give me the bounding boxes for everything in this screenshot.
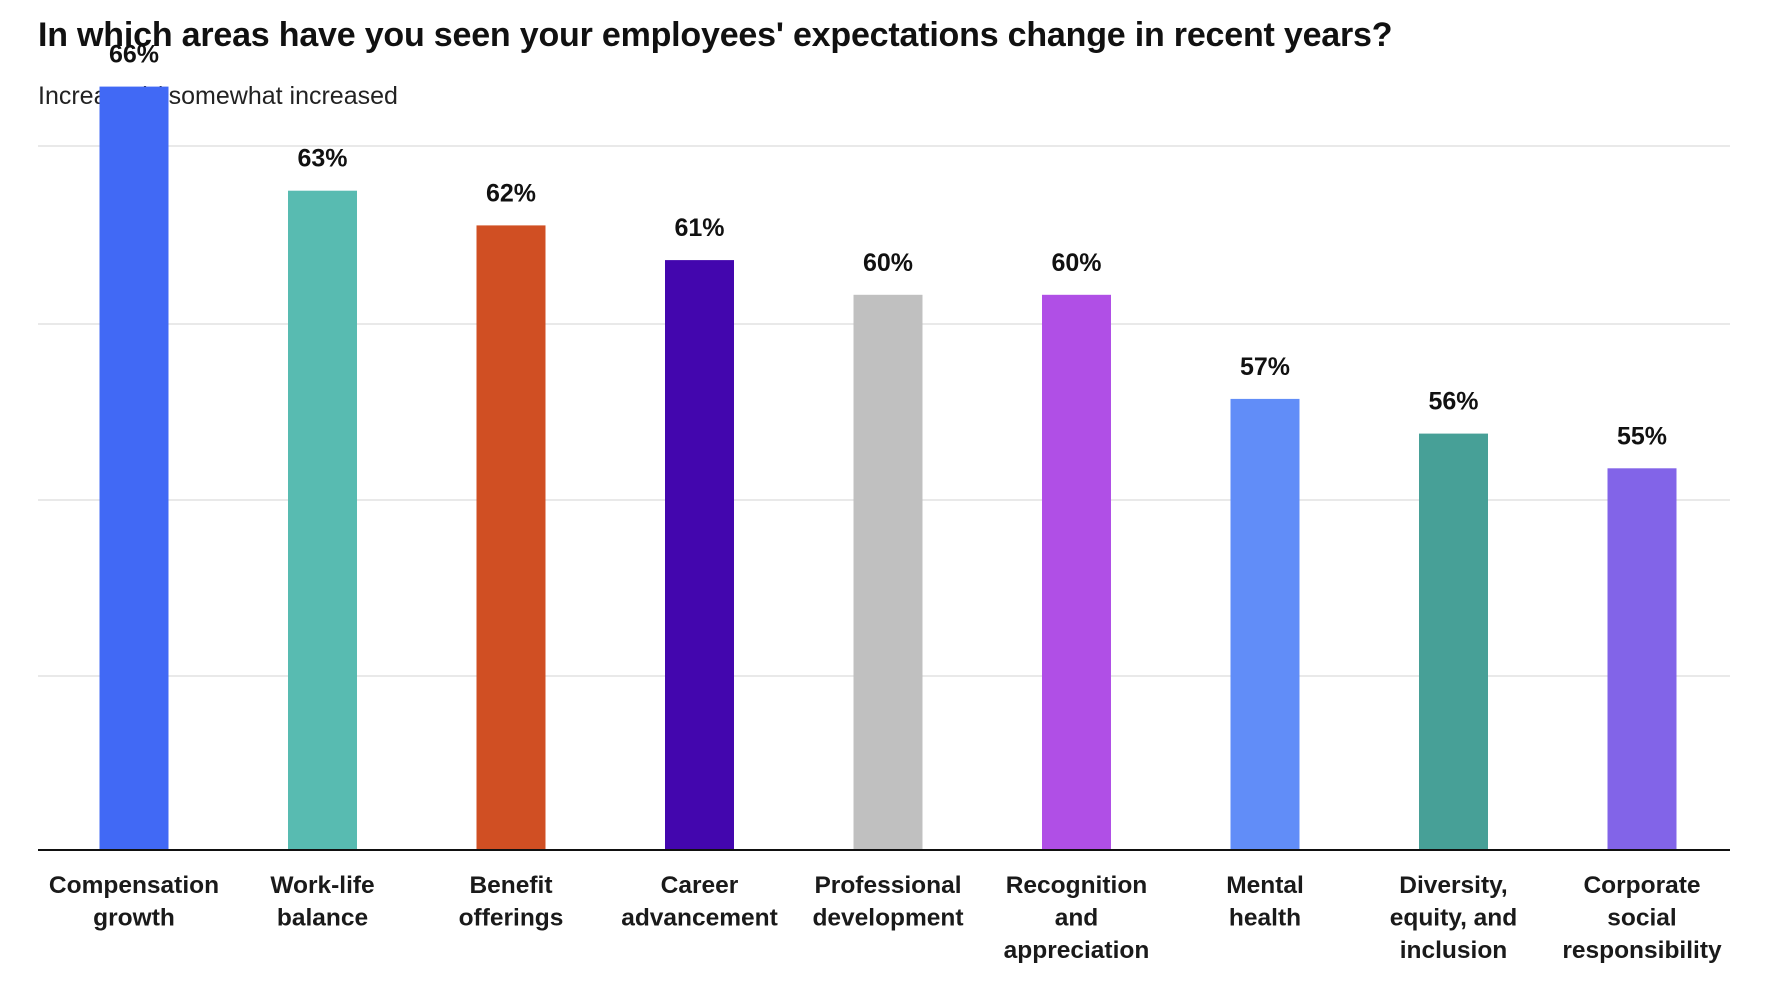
bar-1 bbox=[288, 190, 357, 850]
category-label-8-line-0: Corporate bbox=[1583, 872, 1700, 899]
bar-5 bbox=[1042, 294, 1111, 850]
bar-value-label-7: 56% bbox=[1428, 388, 1478, 416]
bar-value-label-0: 66% bbox=[109, 41, 159, 69]
bar-8 bbox=[1607, 468, 1677, 850]
bar-2 bbox=[476, 225, 546, 850]
category-label-7-line-2: inclusion bbox=[1400, 937, 1508, 964]
bar-0 bbox=[99, 86, 169, 851]
category-label-0-line-1: growth bbox=[93, 905, 175, 932]
category-label-3-line-0: Career bbox=[661, 872, 739, 899]
bar-4 bbox=[853, 294, 923, 850]
category-label-6-line-0: Mental bbox=[1226, 872, 1304, 899]
category-label-4-line-0: Professional bbox=[814, 872, 961, 899]
category-label-0-line-0: Compensation bbox=[49, 872, 219, 899]
category-label-1-line-0: Work-life bbox=[270, 872, 374, 899]
category-label-5-line-1: and bbox=[1055, 905, 1099, 932]
bar-value-label-2: 62% bbox=[486, 179, 536, 207]
category-label-5-line-0: Recognition bbox=[1006, 872, 1148, 899]
chart-subtitle: Increased / somewhat increased bbox=[38, 82, 398, 110]
bar-value-label-6: 57% bbox=[1240, 353, 1290, 381]
category-label-2-line-0: Benefit bbox=[469, 872, 552, 899]
category-label-7-line-0: Diversity, bbox=[1399, 872, 1508, 899]
bar-6 bbox=[1230, 398, 1300, 850]
category-label-7-line-1: equity, and bbox=[1390, 905, 1518, 932]
bar-3 bbox=[665, 260, 734, 851]
category-label-8-line-1: social bbox=[1607, 905, 1676, 932]
bar-7 bbox=[1419, 433, 1488, 850]
category-label-3-line-1: advancement bbox=[621, 905, 778, 932]
bar-value-label-5: 60% bbox=[1051, 249, 1101, 277]
category-label-2-line-1: offerings bbox=[459, 905, 564, 932]
bar-value-label-4: 60% bbox=[863, 249, 913, 277]
bar-value-label-8: 55% bbox=[1617, 422, 1667, 450]
category-label-5-line-2: appreciation bbox=[1004, 937, 1150, 964]
category-label-1-line-1: balance bbox=[277, 905, 368, 932]
category-label-6-line-1: health bbox=[1229, 905, 1301, 932]
category-label-8-line-2: responsibility bbox=[1562, 937, 1722, 964]
bar-value-label-1: 63% bbox=[297, 145, 347, 173]
bar-value-label-3: 61% bbox=[674, 214, 724, 242]
category-label-4-line-1: development bbox=[812, 905, 963, 932]
chart-title: In which areas have you seen your employ… bbox=[38, 16, 1393, 54]
